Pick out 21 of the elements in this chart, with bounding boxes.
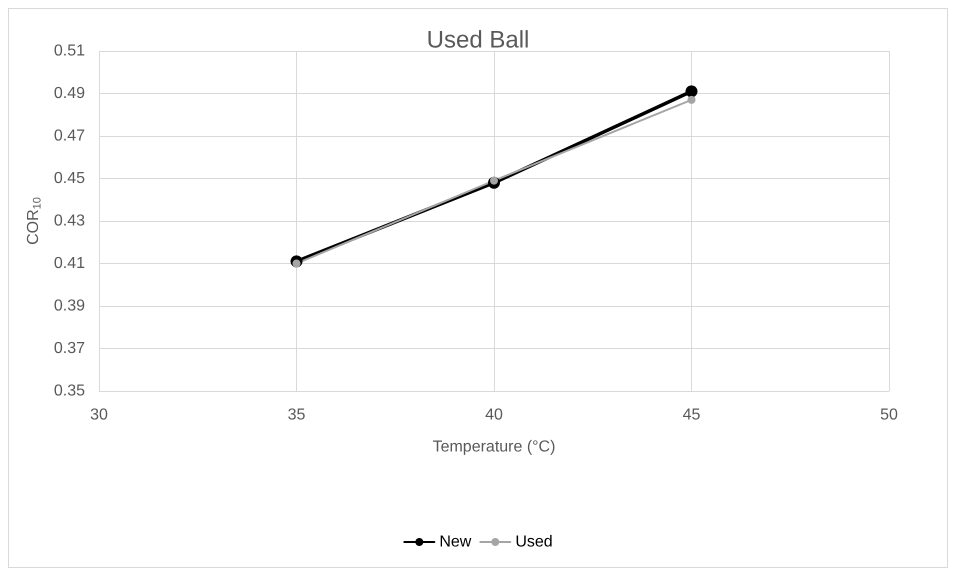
- x-tick-label: 30: [90, 406, 108, 424]
- x-tick-label: 40: [485, 406, 503, 424]
- y-tick-label: 0.41: [54, 255, 86, 272]
- x-tick-label: 35: [288, 406, 306, 424]
- y-tick-label: 0.51: [54, 42, 86, 60]
- y-tick-label: 0.43: [54, 212, 86, 230]
- x-axis-title: Temperature (°C): [432, 438, 556, 456]
- x-tick-label: 50: [880, 406, 898, 424]
- y-tick-label: 0.39: [54, 298, 86, 314]
- y-axis-title: COR10: [24, 197, 44, 245]
- legend-label: New: [439, 534, 472, 550]
- legend-label: Used: [515, 534, 553, 550]
- y-tick-label: 0.35: [54, 382, 86, 400]
- y-tick-label: 0.37: [54, 340, 86, 357]
- y-tick-label: 0.45: [54, 170, 86, 187]
- point: [686, 85, 698, 98]
- y-tick-label: 0.49: [54, 85, 86, 102]
- point: [688, 96, 696, 104]
- x-tick-label: 45: [682, 406, 700, 424]
- chart-title: Used Ball: [426, 26, 530, 54]
- y-tick-label: 0.47: [54, 128, 86, 144]
